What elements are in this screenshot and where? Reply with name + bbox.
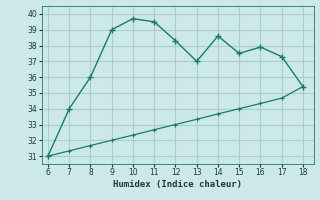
X-axis label: Humidex (Indice chaleur): Humidex (Indice chaleur) <box>113 180 242 189</box>
